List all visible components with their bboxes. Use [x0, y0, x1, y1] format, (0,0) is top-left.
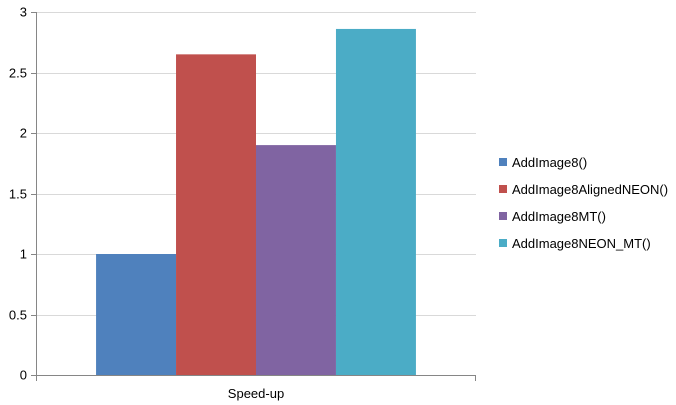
- y-tick-label: 1: [20, 247, 27, 262]
- bar: [96, 254, 177, 375]
- x-tick-label: Speed-up: [228, 386, 284, 401]
- y-tick-label: 2: [20, 126, 27, 141]
- legend-label: AddImage8(): [512, 155, 587, 170]
- bars: [96, 28, 416, 375]
- legend-label: AddImage8NEON_MT(): [512, 236, 651, 251]
- y-tick-label: 0: [20, 368, 27, 383]
- bar: [176, 54, 256, 375]
- legend-swatch: [499, 158, 507, 166]
- legend: AddImage8() AddImage8AlignedNEON() AddImag…: [499, 155, 668, 251]
- bar: [256, 145, 336, 375]
- legend-swatch: [499, 239, 507, 247]
- legend-swatch: [499, 185, 507, 193]
- legend-swatch: [499, 212, 507, 220]
- y-tick-label: 1.5: [9, 187, 27, 202]
- legend-label: AddImage8MT(): [512, 209, 606, 224]
- bar: [335, 28, 416, 375]
- legend-label: AddImage8AlignedNEON(): [512, 182, 668, 197]
- y-tick-label: 3: [20, 5, 27, 20]
- y-tick-label: 2.5: [9, 66, 27, 81]
- axes: 0 0.5 1 1.5 2 2.5 3 Speed-up: [9, 5, 476, 401]
- y-tick-label: 0.5: [9, 308, 27, 323]
